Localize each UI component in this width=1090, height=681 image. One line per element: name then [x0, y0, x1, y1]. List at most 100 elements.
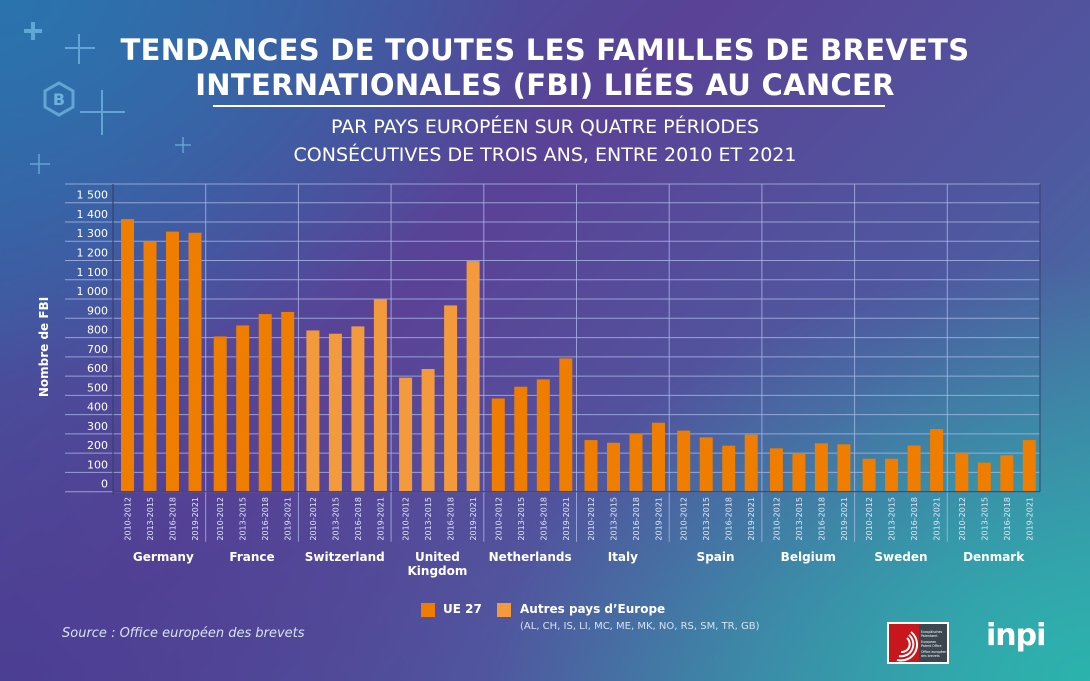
period-label: 2016-2018	[447, 497, 456, 541]
bar-switzerland-2019-2021	[374, 299, 387, 492]
bar-united-kingdom-2016-2018	[444, 305, 457, 491]
y-tick-label: 400	[87, 401, 108, 414]
y-tick-label: 900	[87, 304, 108, 317]
bar-united-kingdom-2013-2015	[422, 369, 435, 492]
y-tick-label: 0	[101, 478, 108, 491]
period-label: 2019-2021	[655, 497, 664, 541]
bar-germany-2013-2015	[144, 242, 157, 492]
y-tick-label: 700	[87, 343, 108, 356]
country-label: Netherlands	[489, 550, 572, 564]
period-label: 2013-2015	[980, 497, 989, 541]
period-label: 2010-2012	[402, 497, 411, 541]
country-label: France	[229, 550, 274, 564]
period-label: 2019-2021	[284, 497, 293, 541]
bar-sweden-2016-2018	[908, 445, 921, 491]
period-label: 2016-2018	[354, 497, 363, 541]
period-label: 2016-2018	[910, 497, 919, 541]
period-label: 2013-2015	[610, 497, 619, 541]
source-note: Source : Office européen des brevets	[62, 626, 305, 641]
period-label: 2019-2021	[376, 497, 385, 541]
bar-belgium-2016-2018	[815, 443, 828, 491]
period-label: 2016-2018	[539, 497, 548, 541]
country-label: Denmark	[963, 550, 1025, 564]
bar-denmark-2016-2018	[1000, 455, 1013, 491]
y-tick-label: 800	[87, 324, 108, 337]
period-label: 2016-2018	[725, 497, 734, 541]
bar-netherlands-2013-2015	[514, 387, 527, 492]
legend-others: Autres pays d’Europe	[520, 602, 665, 616]
bar-italy-2010-2012	[585, 440, 598, 492]
period-label: 2013-2015	[517, 497, 526, 541]
period-label: 2016-2018	[632, 497, 641, 541]
bar-denmark-2019-2021	[1023, 440, 1036, 492]
period-label: 2010-2012	[587, 497, 596, 541]
y-tick-label: 1 500	[77, 189, 109, 202]
bar-netherlands-2016-2018	[537, 379, 550, 491]
period-label: 2016-2018	[261, 497, 270, 541]
country-label: United	[415, 550, 460, 564]
period-label: 2019-2021	[933, 497, 942, 541]
period-label: 2019-2021	[840, 497, 849, 541]
period-label: 2013-2015	[702, 497, 711, 541]
bar-germany-2016-2018	[166, 232, 179, 492]
period-label: 2019-2021	[1025, 497, 1034, 541]
bar-switzerland-2013-2015	[329, 334, 342, 492]
country-label: Spain	[697, 550, 735, 564]
y-tick-label: 1 100	[77, 266, 109, 279]
bar-netherlands-2019-2021	[559, 358, 572, 491]
bar-spain-2010-2012	[677, 431, 690, 492]
bar-denmark-2010-2012	[955, 453, 968, 492]
bar-france-2013-2015	[236, 325, 249, 491]
y-tick-label: 100	[87, 458, 108, 471]
y-tick-label: 1 200	[77, 247, 109, 260]
period-label: 2019-2021	[191, 497, 200, 541]
period-label: 2010-2012	[865, 497, 874, 541]
bar-sweden-2019-2021	[930, 429, 943, 492]
y-tick-label: 500	[87, 381, 108, 394]
bar-germany-2010-2012	[121, 219, 134, 492]
country-label: Switzerland	[305, 550, 385, 564]
bar-belgium-2010-2012	[770, 448, 783, 491]
period-label: 2016-2018	[817, 497, 826, 541]
svg-text:Patentamt: Patentamt	[921, 634, 938, 638]
period-label: 2010-2012	[216, 497, 225, 541]
period-label: 2010-2012	[494, 497, 503, 541]
bar-united-kingdom-2010-2012	[399, 378, 412, 492]
period-label: 2013-2015	[424, 497, 433, 541]
bar-italy-2013-2015	[607, 443, 620, 492]
bar-germany-2019-2021	[189, 233, 202, 492]
period-label: 2013-2015	[239, 497, 248, 541]
period-label: 2016-2018	[1003, 497, 1012, 541]
bar-switzerland-2016-2018	[351, 326, 364, 491]
y-tick-label: 1 000	[77, 285, 109, 298]
period-label: 2010-2012	[309, 497, 318, 541]
bar-spain-2019-2021	[745, 435, 758, 492]
y-tick-label: 1 300	[77, 227, 109, 240]
period-label: 2010-2012	[772, 497, 781, 541]
bar-france-2016-2018	[259, 314, 272, 492]
period-label: 2013-2015	[888, 497, 897, 541]
bar-switzerland-2010-2012	[306, 330, 319, 491]
bar-sweden-2010-2012	[863, 459, 876, 492]
bar-denmark-2013-2015	[978, 463, 991, 492]
bar-italy-2019-2021	[652, 423, 665, 492]
legend-ue27: UE 27	[443, 602, 482, 616]
bar-france-2010-2012	[214, 336, 227, 491]
period-label: 2013-2015	[331, 497, 340, 541]
country-label: Belgium	[781, 550, 836, 564]
period-label: 2019-2021	[747, 497, 756, 541]
y-tick-label: 1 400	[77, 208, 109, 221]
country-label: Sweden	[874, 550, 927, 564]
country-label: Germany	[133, 550, 194, 564]
country-label: Kingdom	[408, 564, 468, 578]
legend-swatch-others	[497, 603, 511, 617]
bar-italy-2016-2018	[630, 433, 643, 491]
bar-france-2019-2021	[281, 312, 294, 492]
y-tick-label: 300	[87, 420, 108, 433]
period-label: 2013-2015	[146, 497, 155, 541]
period-label: 2019-2021	[469, 497, 478, 541]
period-label: 2010-2012	[124, 497, 133, 541]
period-label: 2013-2015	[795, 497, 804, 541]
epo-logo: EuropäischesPatentamtEuropeanPatent Offi…	[887, 622, 949, 664]
country-label: Italy	[608, 550, 638, 564]
